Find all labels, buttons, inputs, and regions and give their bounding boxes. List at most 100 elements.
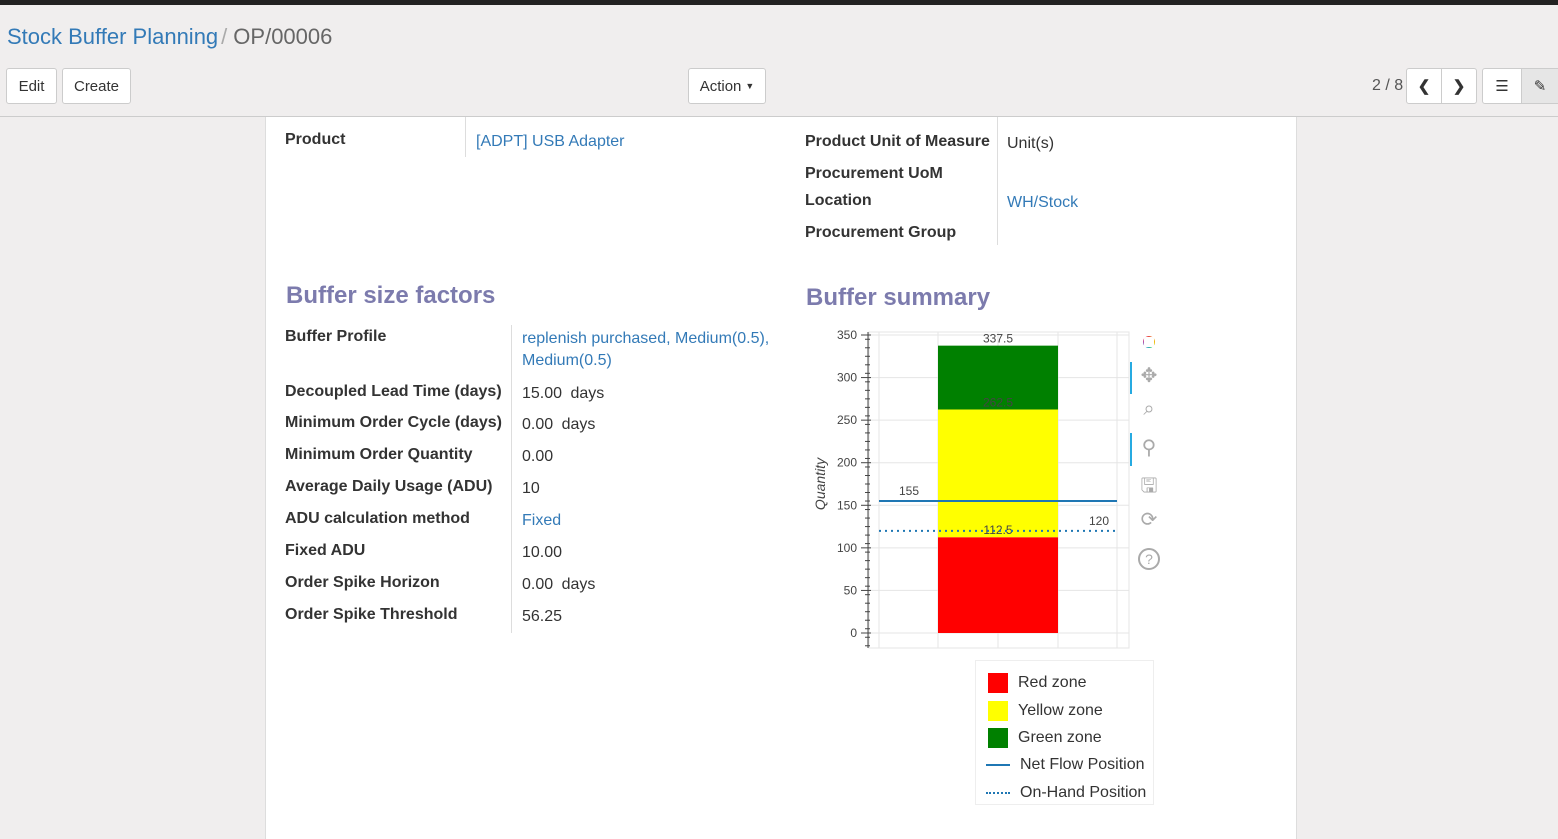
divider (511, 325, 512, 633)
breadcrumb-current: OP/00006 (233, 24, 333, 49)
reset-icon[interactable]: ⟳ (1140, 509, 1158, 531)
factor-value-text: 56.25 (522, 608, 563, 625)
control-panel: Stock Buffer Planning / OP/00006 Edit Crea… (0, 5, 1558, 117)
uom-label: Product Unit of Measure (805, 133, 990, 150)
edit-button[interactable]: Edit (6, 68, 57, 104)
chart-legend: Red zone Yellow zone Green zone Net Flow Po… (975, 660, 1154, 805)
factor-value[interactable]: replenish purchased, Medium(0.5), Medium… (522, 328, 782, 372)
factor-value: 10.00 (522, 542, 782, 564)
line-label: 120 (1089, 514, 1109, 528)
pager: 2 / 8 (1372, 77, 1404, 94)
factor-value: 10 (522, 478, 782, 500)
factor-value-text: 0.00 (522, 416, 554, 433)
previous-button[interactable]: ❮ (1406, 68, 1442, 104)
active-tool-indicator (1130, 362, 1132, 394)
y-tick-label: 350 (837, 328, 857, 342)
factor-label: Minimum Order Cycle (days) (285, 414, 502, 431)
factor-value: 0.00 (522, 446, 782, 468)
top-bar (0, 0, 1558, 5)
bar-green-zone (938, 345, 1058, 410)
caret-down-icon: ▼ (745, 81, 755, 91)
form-view-button[interactable]: ✎ (1521, 68, 1558, 104)
factor-value[interactable]: Fixed (522, 510, 782, 532)
factor-label: ADU calculation method (285, 510, 470, 527)
factor-value: 15.00 days (522, 383, 782, 405)
legend-label: On-Hand Position (1020, 783, 1147, 801)
y-tick-label: 250 (837, 413, 857, 427)
list-icon: ☰ (1495, 78, 1509, 95)
product-link[interactable]: [ADPT] USB Adapter (476, 133, 625, 150)
chevron-right-icon: ❯ (1452, 78, 1466, 95)
factor-value-text: 10 (522, 480, 540, 497)
bar-label: 337.5 (983, 332, 1013, 346)
factor-value-text: 0.00 (522, 576, 554, 593)
save-icon[interactable]: 🖫 (1140, 475, 1158, 497)
factor-label: Average Daily Usage (ADU) (285, 478, 493, 495)
legend-swatch (988, 673, 1008, 693)
factor-value-text: replenish purchased, Medium(0.5), Medium… (522, 330, 770, 369)
buffer-summary-title: Buffer summary (806, 284, 991, 311)
buffer-chart: 0 50 100 150 200 250 300 350 Quantity 112.5 262.5 3… (812, 328, 1130, 649)
factor-label: Decoupled Lead Time (days) (285, 383, 502, 400)
location-link[interactable]: WH/Stock (1007, 194, 1079, 211)
factor-value-text: 0.00 (522, 448, 554, 465)
factor-value: 0.00 days (522, 414, 782, 436)
factor-unit: days (561, 576, 596, 593)
legend-swatch (988, 728, 1008, 749)
product-label: Product (285, 131, 346, 148)
factor-label: Buffer Profile (285, 328, 387, 345)
wheel-zoom-icon[interactable]: ⚲ (1141, 437, 1157, 459)
bokeh-logo[interactable] (1138, 331, 1160, 353)
legend-item: Green zone (988, 728, 1102, 749)
box-zoom-icon[interactable]: ⌕ (1143, 398, 1155, 420)
list-view-button[interactable]: ☰ (1482, 68, 1522, 104)
legend-item: Net Flow Position (986, 756, 1145, 774)
location-label: Location (805, 192, 872, 209)
legend-item: Red zone (988, 673, 1087, 693)
legend-label: Green zone (1018, 729, 1102, 747)
divider (997, 117, 998, 245)
factor-unit: days (570, 385, 605, 402)
bar-yellow-zone (938, 409, 1058, 538)
legend-item: On-Hand Position (986, 784, 1146, 802)
help-icon[interactable]: ? (1138, 548, 1160, 570)
legend-label: Red zone (1018, 674, 1087, 691)
legend-swatch (988, 700, 1008, 721)
create-button[interactable]: Create (62, 68, 131, 104)
next-button[interactable]: ❯ (1441, 68, 1477, 104)
factor-label: Order Spike Horizon (285, 574, 440, 591)
action-label: Action (699, 77, 742, 95)
legend-item: Yellow zone (988, 700, 1103, 721)
procurement-uom-label: Procurement UoM (805, 165, 943, 182)
bar-red-zone (938, 537, 1058, 633)
active-tool-indicator (1130, 433, 1132, 466)
bar-label: 262.5 (983, 396, 1013, 410)
breadcrumb-parent[interactable]: Stock Buffer Planning (7, 24, 219, 49)
y-tick-label: 300 (837, 371, 857, 385)
pan-icon[interactable]: ✥ (1140, 365, 1158, 387)
y-tick-label: 100 (837, 541, 857, 555)
breadcrumb: Stock Buffer Planning / OP/00006 (7, 24, 333, 49)
factor-value-text: Fixed (522, 512, 562, 529)
factor-label: Order Spike Threshold (285, 606, 458, 623)
factor-value-text: 10.00 (522, 544, 563, 561)
buffer-size-factors-title: Buffer size factors (286, 282, 496, 309)
y-axis-label: Quantity (812, 457, 828, 510)
y-tick-label: 50 (844, 583, 858, 597)
legend-line-swatch (986, 764, 1010, 767)
edit-icon: ✎ (1533, 78, 1547, 95)
factor-label: Minimum Order Quantity (285, 446, 473, 463)
bar-label: 112.5 (983, 523, 1012, 537)
factor-label: Fixed ADU (285, 542, 366, 559)
line-label: 155 (899, 484, 919, 498)
y-tick-label: 200 (837, 456, 857, 470)
legend-label: Yellow zone (1018, 701, 1103, 719)
chevron-left-icon: ❮ (1417, 78, 1431, 95)
legend-line-swatch (986, 791, 1010, 794)
divider (465, 117, 466, 157)
factor-value-text: 15.00 (522, 385, 563, 402)
factor-value: 0.00 days (522, 574, 782, 596)
procurement-group-label: Procurement Group (805, 224, 957, 241)
action-dropdown[interactable]: Action ▼ (688, 68, 766, 104)
uom-value: Unit(s) (1007, 135, 1055, 152)
